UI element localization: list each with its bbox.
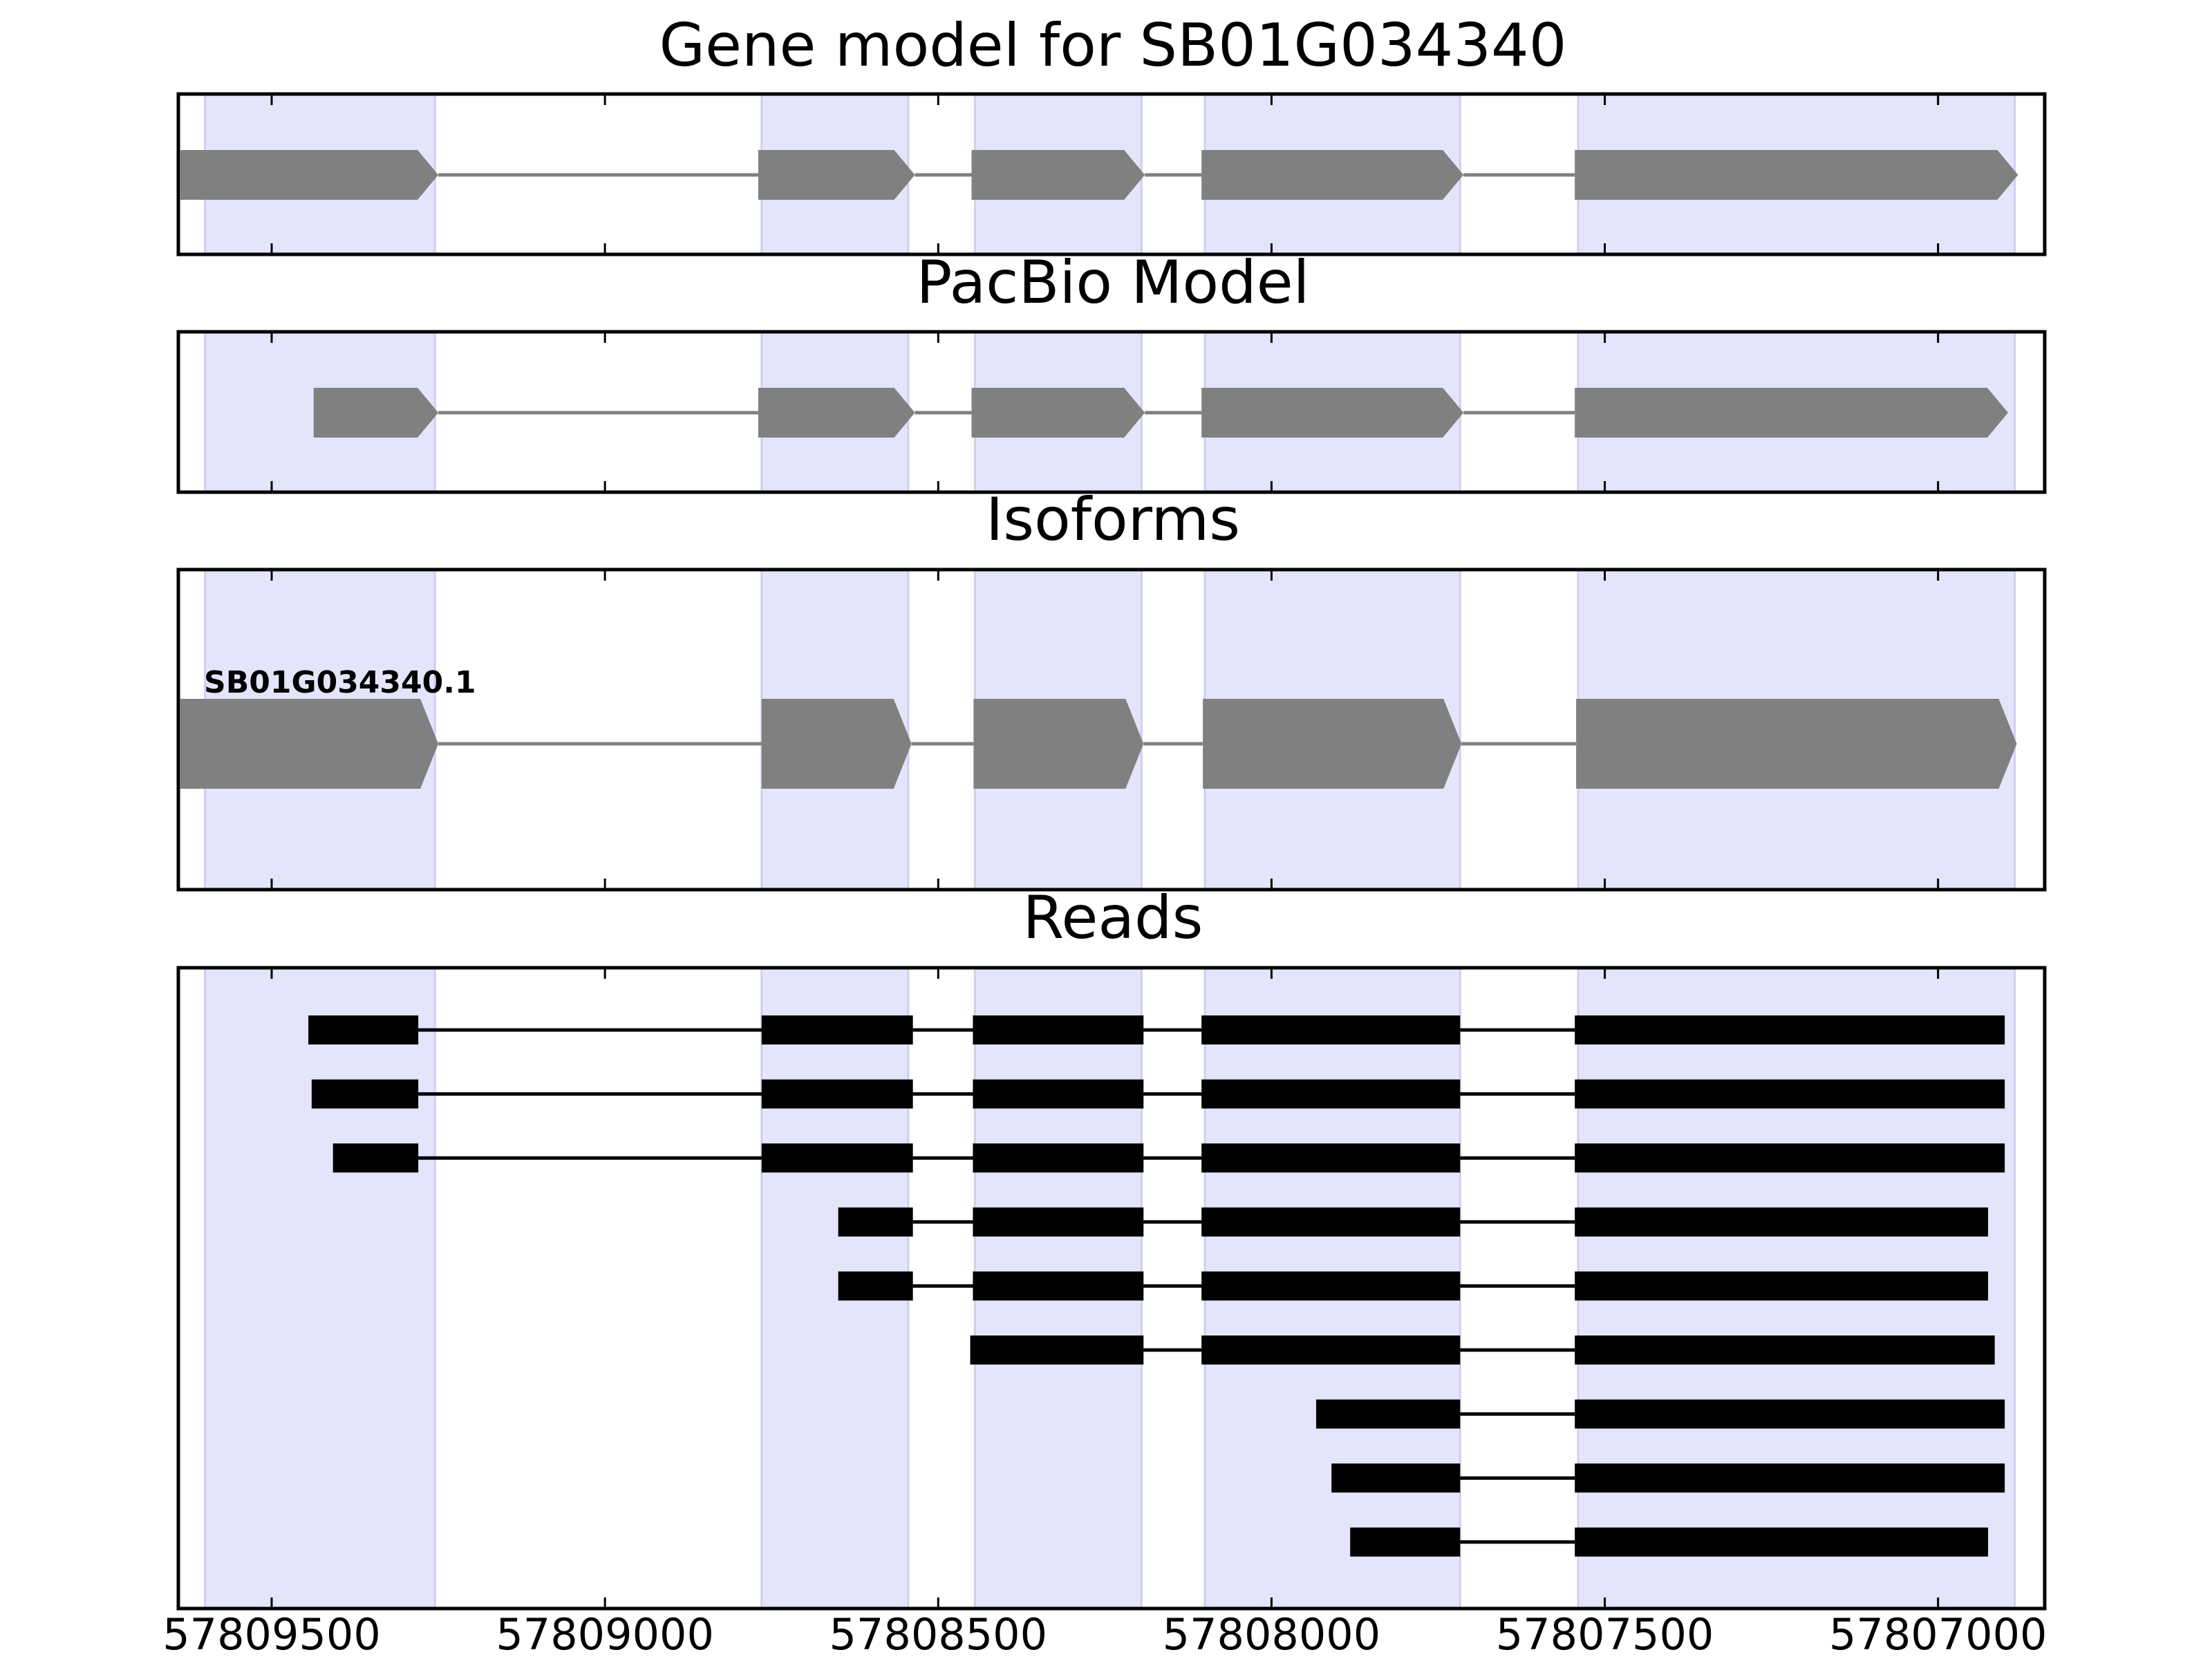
exon-arrow (971, 388, 1145, 438)
read-block (1575, 1463, 2005, 1493)
exon-arrow (973, 699, 1144, 789)
read-block (1575, 1527, 1989, 1557)
panel-title-isoforms: Isoforms (986, 485, 1240, 554)
panel-frame (176, 568, 2047, 892)
read-block (1201, 1015, 1461, 1044)
exon-arrow (1203, 699, 1462, 789)
read-block (973, 1207, 1144, 1237)
exon-arrow (180, 699, 439, 789)
exon-arrow (758, 388, 915, 438)
isoform-label: SB01G034340.1 (204, 665, 476, 700)
read-block (1575, 1271, 1989, 1301)
panel-pacbio-model: PacBio Model (176, 248, 2047, 494)
x-tick-label: 57808500 (829, 1609, 1047, 1659)
read-block (838, 1271, 913, 1301)
panel-frame (176, 330, 2047, 494)
read-block (973, 1015, 1144, 1044)
panel-title-gene-model: Gene model for SB01G034340 (659, 11, 1567, 80)
read-block (761, 1079, 913, 1109)
read-block (1575, 1399, 2005, 1429)
exon-arrow (761, 699, 912, 789)
exon-arrow (1201, 150, 1464, 200)
read-block (1201, 1207, 1461, 1237)
exon-arrow (1201, 388, 1464, 438)
read-block (973, 1079, 1144, 1109)
x-tick-label: 57808000 (1163, 1609, 1381, 1659)
panel-reads: Reads (176, 883, 2047, 1611)
exon-arrow (758, 150, 915, 200)
exon-arrow (971, 150, 1145, 200)
read-block (973, 1143, 1144, 1173)
x-tick-label: 57807000 (1829, 1609, 2047, 1659)
exon-arrow (180, 150, 439, 200)
read-block (1201, 1079, 1461, 1109)
read-block (332, 1143, 419, 1173)
panel-title-reads: Reads (1023, 883, 1203, 953)
panel-title-pacbio-model: PacBio Model (916, 248, 1309, 317)
read-block (973, 1271, 1144, 1301)
read-block (1575, 1079, 2005, 1109)
read-block (1331, 1463, 1461, 1493)
read-block (311, 1079, 419, 1109)
read-block (1575, 1207, 1989, 1237)
read-block (1201, 1143, 1461, 1173)
read-block (1316, 1399, 1461, 1429)
x-tick-label: 57809000 (496, 1609, 714, 1659)
read-block (308, 1015, 419, 1044)
exon-arrow (313, 388, 439, 438)
read-block (1575, 1015, 2005, 1044)
exon-arrow (1575, 150, 2018, 200)
panel-frame (176, 966, 2047, 1611)
read-block (761, 1143, 913, 1173)
panel-isoforms: SB01G034340.1 Isoforms (176, 485, 2047, 892)
exon-arrow (1576, 699, 2017, 789)
exon-arrow (1575, 388, 2008, 438)
exon-region-shade (204, 966, 436, 1610)
x-tick-label: 57807500 (1496, 1609, 1714, 1659)
read-block (838, 1207, 913, 1237)
read-block (1575, 1143, 2005, 1173)
panel-frame (176, 92, 2047, 256)
read-block (1350, 1527, 1461, 1557)
read-block (1201, 1335, 1461, 1365)
x-tick-label: 57809500 (162, 1609, 381, 1659)
x-axis: 57809500 57809000 57808500 57808000 5780… (162, 1609, 2047, 1659)
panel-gene-model: Gene model for SB01G034340 (176, 11, 2047, 256)
read-block (1201, 1271, 1461, 1301)
read-block (1575, 1335, 1995, 1365)
read-block (970, 1335, 1144, 1365)
read-block (761, 1015, 913, 1044)
